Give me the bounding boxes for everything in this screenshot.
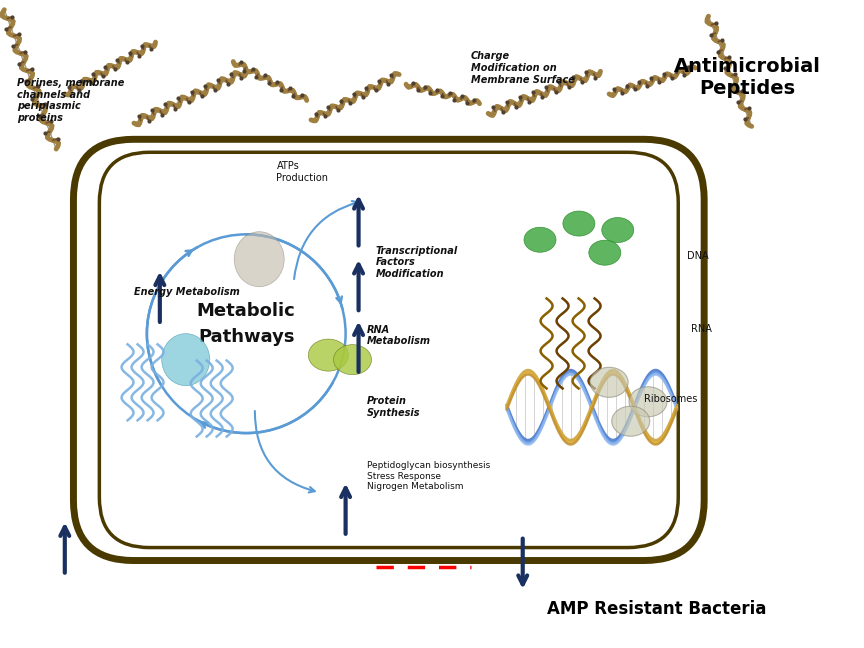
Ellipse shape — [601, 218, 634, 242]
Text: Metabolic
Pathways: Metabolic Pathways — [197, 303, 295, 345]
Ellipse shape — [524, 227, 556, 252]
Text: Porines, membrane
channels and
periplasmic
proteins: Porines, membrane channels and periplasm… — [17, 78, 124, 123]
Ellipse shape — [308, 339, 348, 371]
Text: Protein
Synthesis: Protein Synthesis — [367, 396, 421, 418]
Ellipse shape — [562, 211, 595, 236]
Text: RNA
Metabolism: RNA Metabolism — [367, 325, 431, 347]
Ellipse shape — [234, 232, 284, 286]
Ellipse shape — [588, 240, 621, 265]
Text: DNA: DNA — [687, 251, 708, 261]
Text: Energy Metabolism: Energy Metabolism — [134, 286, 239, 297]
Ellipse shape — [162, 334, 210, 386]
Ellipse shape — [334, 345, 372, 375]
Text: Antimicrobial
Peptides: Antimicrobial Peptides — [674, 57, 821, 98]
Text: Charge
Modification on
Membrane Surface: Charge Modification on Membrane Surface — [471, 51, 575, 85]
Text: Peptidoglycan biosynthesis
Stress Response
Nigrogen Metabolism: Peptidoglycan biosynthesis Stress Respon… — [367, 461, 491, 491]
Text: ATPs
Production: ATPs Production — [276, 161, 328, 183]
Ellipse shape — [612, 406, 650, 436]
Text: AMP Resistant Bacteria: AMP Resistant Bacteria — [547, 600, 766, 618]
Text: Transcriptional
Factors
Modification: Transcriptional Factors Modification — [376, 246, 458, 279]
Ellipse shape — [590, 367, 628, 397]
Text: Ribosomes: Ribosomes — [644, 393, 697, 404]
Text: RNA: RNA — [691, 324, 712, 334]
Ellipse shape — [629, 387, 667, 417]
